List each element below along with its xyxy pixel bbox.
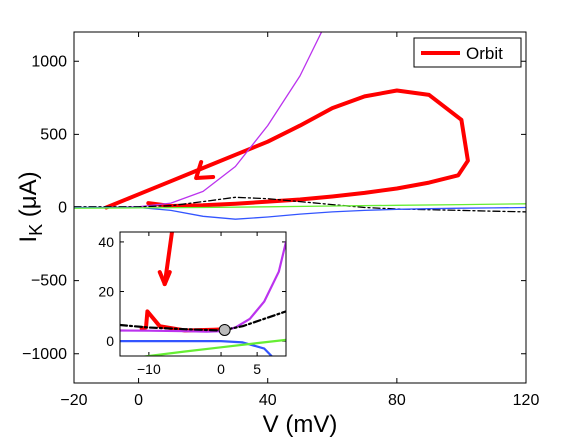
inset-y-tick-label: 20	[98, 284, 114, 300]
y-axis-label-sub: K	[26, 224, 46, 236]
y-axis-label: IK (μA)	[15, 171, 46, 242]
main-x-tick-label: 120	[513, 392, 540, 409]
main-x-tick-label: 40	[259, 392, 277, 409]
main-series-line-3	[74, 206, 526, 220]
inset-series-line-0	[162, 232, 174, 287]
main-series-line-0	[104, 88, 470, 210]
legend: Orbit	[413, 37, 522, 68]
inset-x-tick-label: 5	[253, 361, 261, 377]
inset-axes-frame	[119, 231, 287, 357]
inset-x-tick-label: −10	[137, 361, 161, 377]
main-axes-frame	[73, 31, 527, 384]
inset-orbit-arrowhead	[157, 270, 172, 287]
main-y-tick-label: −1000	[22, 346, 67, 363]
main-x-tick-label: 0	[134, 392, 143, 409]
y-axis-label-text: IK (μA)	[15, 171, 46, 242]
y-axis-label-main: I	[15, 236, 42, 243]
main-y-tick-label: −500	[31, 273, 67, 290]
inset-fixed-point-marker	[218, 323, 231, 336]
main-x-tick-label: 80	[388, 392, 406, 409]
y-axis-label-unit: (μA)	[15, 171, 42, 224]
main-y-tick-label: 1000	[31, 53, 67, 70]
main-series-line-4	[74, 203, 526, 209]
inset-y-tick-label: 40	[98, 234, 114, 250]
x-axis-label: V (mV)	[263, 411, 338, 438]
inset-series-group	[120, 232, 286, 356]
main-x-tick-label: −20	[60, 392, 87, 409]
main-y-tick-label: 500	[40, 126, 67, 143]
inset-y-tick-label: 0	[106, 333, 114, 349]
inset-x-tick-label: 0	[217, 361, 225, 377]
main-orbit-arrowhead	[194, 160, 216, 181]
main-series-group	[74, 32, 526, 220]
inset-background	[120, 232, 286, 356]
inset-series-line-5	[140, 338, 286, 356]
main-series-line-2	[74, 196, 526, 213]
legend-label-orbit: Orbit	[466, 44, 503, 63]
main-y-tick-label: 0	[58, 200, 67, 217]
inset-ticks: −10 0 5 0 20 40	[98, 232, 286, 377]
inset-series-line-4	[120, 340, 274, 356]
